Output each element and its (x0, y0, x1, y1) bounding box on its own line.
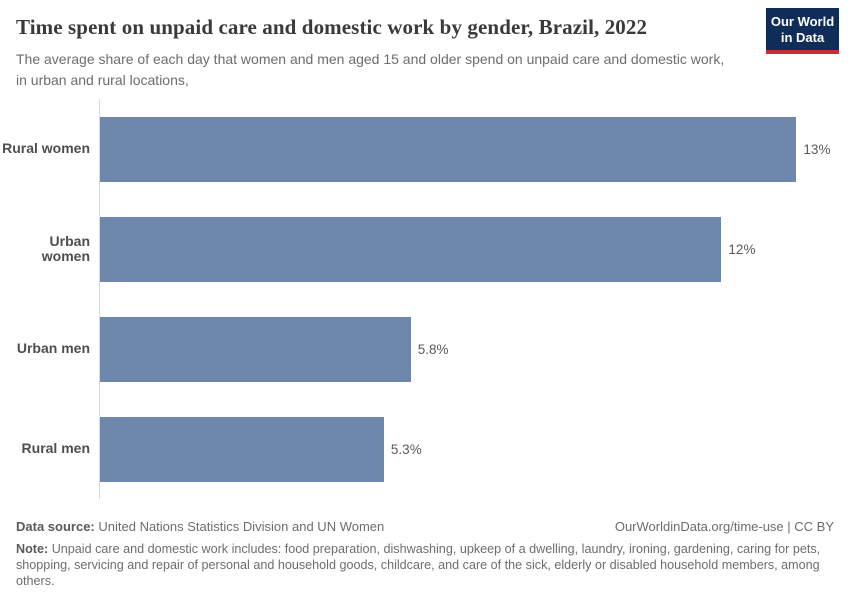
bar-chart-row: Urban men 5.8% (0, 299, 850, 399)
data-source-label: Data source: (16, 518, 95, 534)
note-text: Note: Unpaid care and domestic work incl… (16, 541, 834, 589)
bar-chart: Rural women 13% Urban women 12% Urban me… (0, 99, 850, 499)
credit-link[interactable]: OurWorldinData.org/time-use | CC BY (614, 518, 834, 534)
page-title: Time spent on unpaid care and domestic w… (16, 15, 648, 39)
owid-logo-line1: Our World (770, 14, 835, 29)
bar-chart-row: Urban women 12% (0, 199, 850, 299)
bar-chart-row: Rural men 5.3% (0, 399, 850, 499)
bar-plot-area: 5.8% (99, 299, 850, 399)
note-body: Unpaid care and domestic work includes: … (16, 541, 821, 588)
note-label: Note: (16, 541, 49, 556)
value-label: 12% (728, 241, 756, 257)
bar-plot-area: 13% (99, 99, 850, 199)
bar[interactable] (100, 416, 384, 482)
chart-subtitle: The average share of each day that women… (16, 51, 725, 88)
bar[interactable] (100, 316, 411, 382)
value-label: 13% (803, 141, 831, 157)
chart-header: Time spent on unpaid care and domestic w… (0, 0, 850, 91)
chart-footer: Data source: United Nations Statistics D… (16, 519, 834, 589)
value-label: 5.3% (390, 441, 422, 457)
bar[interactable] (100, 116, 797, 182)
bar-plot-area: 5.3% (99, 399, 850, 499)
category-label: Urban men (16, 340, 90, 357)
data-source-text: United Nations Statistics Division and U… (98, 518, 385, 534)
data-source-line: Data source: United Nations Statistics D… (16, 519, 384, 534)
category-label: Rural men (21, 440, 90, 457)
bar-chart-row: Rural women 13% (0, 99, 850, 199)
category-label: Urban women (41, 232, 90, 264)
owid-logo[interactable]: Our World in Data (766, 8, 839, 55)
bar-plot-area: 12% (99, 199, 850, 299)
bar[interactable] (100, 216, 722, 282)
value-label: 5.8% (417, 341, 449, 357)
owid-logo-line2: in Data (780, 29, 825, 45)
category-label: Rural women (2, 140, 90, 157)
